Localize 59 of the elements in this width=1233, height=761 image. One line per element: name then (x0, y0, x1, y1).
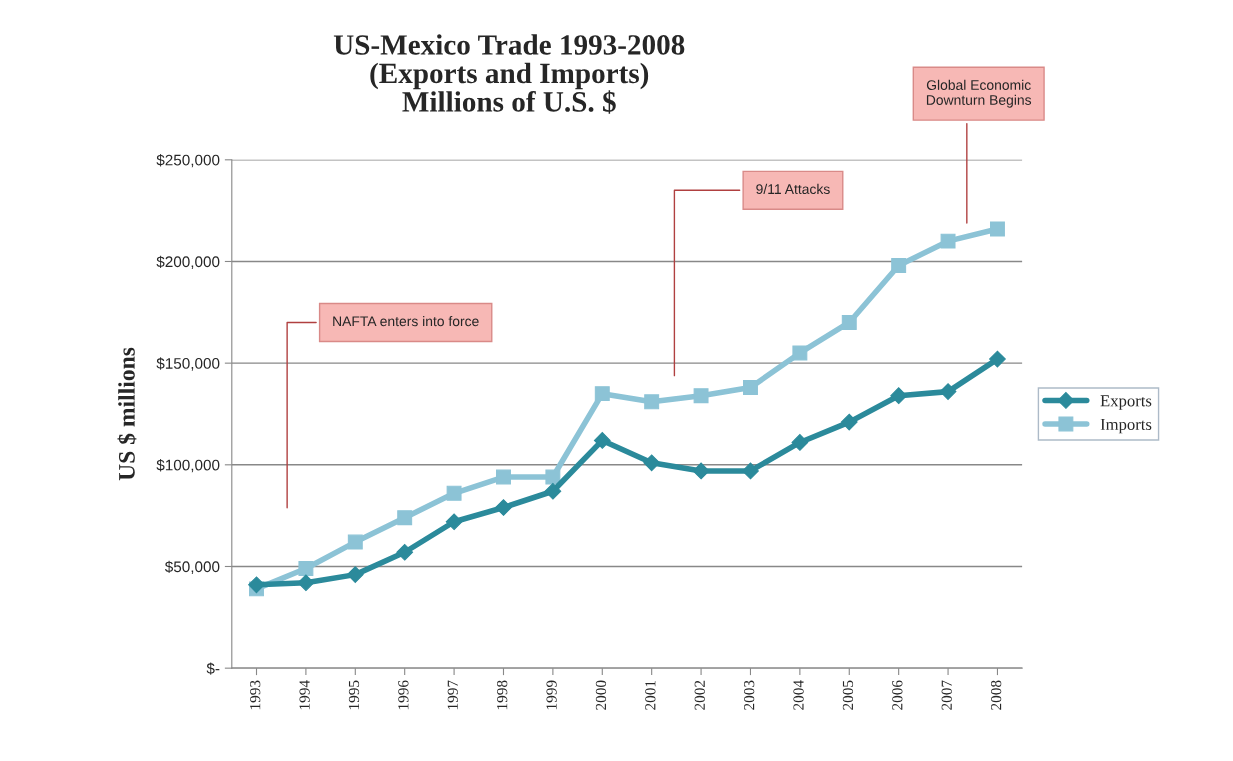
point (495, 499, 512, 516)
y-tick-label: $250,000 (156, 154, 220, 168)
x-tick-label: 2007 (941, 680, 952, 710)
point (644, 394, 660, 410)
y-tick-label: $150,000 (156, 357, 220, 371)
point (594, 386, 610, 402)
x-tick-label: 2005 (842, 680, 854, 710)
point (989, 350, 1006, 368)
point (742, 462, 759, 480)
point (544, 482, 562, 500)
point (297, 574, 315, 592)
point (939, 383, 957, 400)
point (545, 469, 561, 485)
point (248, 576, 265, 594)
point (446, 485, 462, 501)
point (791, 434, 809, 451)
legend-label: Imports (1100, 418, 1152, 434)
x-tick-label: 1998 (497, 680, 508, 710)
point (841, 315, 857, 330)
y-tick-label: $- (206, 662, 220, 675)
point (643, 454, 661, 472)
x-tick-label: 2001 (645, 680, 656, 710)
x-tick-label: 2000 (595, 680, 607, 710)
point (743, 380, 758, 396)
x-tick-label: 2003 (743, 680, 755, 710)
annotation: 9/11 Attacks (756, 183, 830, 195)
x-tick-label: 1994 (299, 680, 310, 710)
point (496, 469, 511, 485)
point (940, 233, 956, 249)
y-tick-label: $200,000 (156, 255, 220, 269)
x-tick-label: 2002 (694, 680, 705, 710)
point (891, 258, 907, 274)
x-tick-label: 1997 (447, 680, 458, 710)
x-tick-label: 2008 (990, 680, 1002, 710)
point (989, 221, 1005, 237)
x-tick-label: 1995 (348, 680, 360, 710)
y-tick-label: $50,000 (164, 560, 220, 574)
x-tick-label: 1999 (546, 680, 557, 710)
point (347, 534, 363, 550)
point (298, 561, 314, 576)
legend-label: Exports (1100, 395, 1152, 410)
y-tick-label: $100,000 (156, 459, 220, 473)
annotation: NAFTA enters into force (333, 316, 479, 327)
point (792, 345, 808, 361)
x-tick-label: 1996 (398, 680, 409, 710)
point (397, 510, 413, 526)
point (840, 413, 858, 431)
text: Global Economic Downturn Begins (926, 79, 1032, 108)
x-tick-label: 1993 (250, 680, 261, 710)
chart-title: US-Mexico Trade 1993-2008 (Exports and Imports) Millions of U.S. $ (333, 34, 685, 114)
point (693, 388, 709, 404)
point (396, 543, 414, 561)
point (346, 566, 364, 583)
x-tick-label: 2004 (793, 680, 804, 710)
point (692, 462, 710, 480)
point (445, 513, 463, 531)
y-axis-title: US $ millions (117, 347, 137, 481)
x-tick-label: 2006 (892, 680, 903, 710)
point (593, 432, 611, 449)
